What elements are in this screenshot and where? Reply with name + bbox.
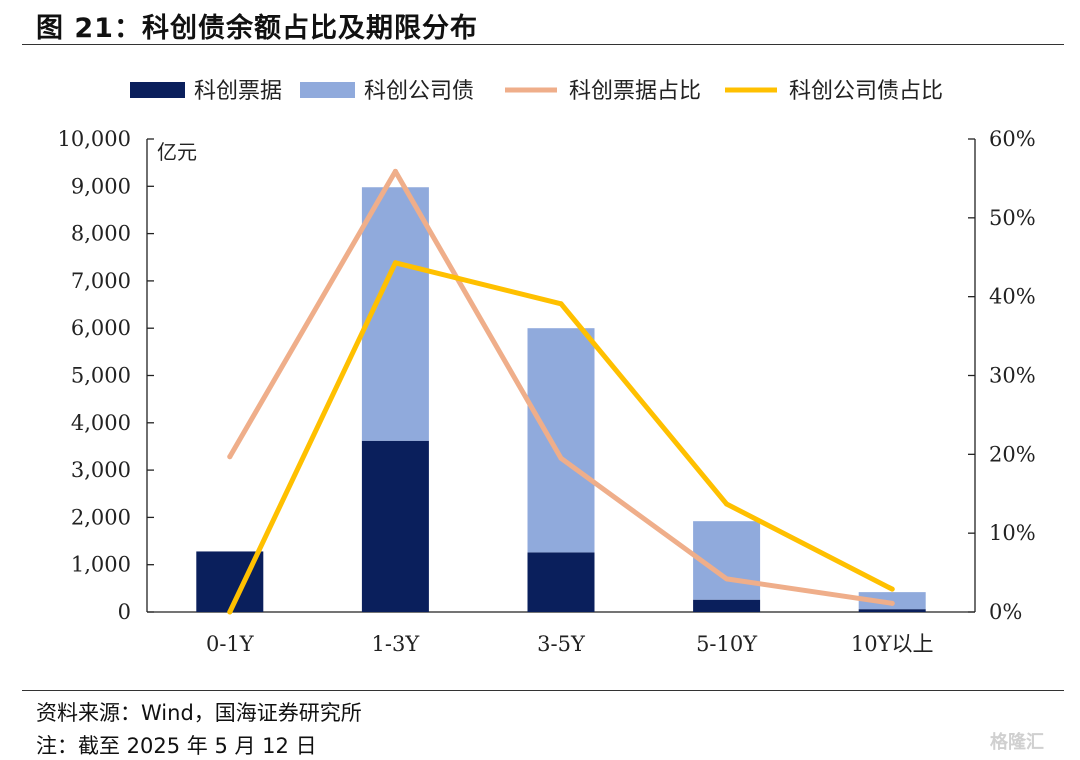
source-note: 资料来源：Wind，国海证券研究所 xyxy=(36,701,362,725)
series-point xyxy=(392,168,398,174)
y-tick-label-right: 40% xyxy=(989,285,1036,309)
y-tick-label-right: 50% xyxy=(989,206,1036,230)
legend-swatch xyxy=(300,82,355,98)
y-tick-label-left: 3,000 xyxy=(71,458,131,482)
watermark-logo: 格隆汇 xyxy=(990,732,1044,753)
chart: 科创票据 科创公司债 科创票据占比 科创公司债占比 0 1,000 2,000 3,000 4… xyxy=(58,79,1036,656)
series-point xyxy=(227,454,233,460)
y-tick-label-left: 6,000 xyxy=(71,316,131,340)
legend-label: 科创公司债 xyxy=(364,79,474,104)
date-note: 注：截至 2025 年 5 月 12 日 xyxy=(36,734,317,758)
x-tick-label: 10Y以上 xyxy=(851,632,934,656)
y-tick-label-left: 4,000 xyxy=(71,411,131,435)
y-tick-label-right: 0% xyxy=(989,600,1022,624)
series-point xyxy=(558,301,564,307)
x-tick-label: 3-5Y xyxy=(537,632,586,656)
y-tick-label-right: 10% xyxy=(989,521,1036,545)
legend-label: 科创票据 xyxy=(194,79,282,104)
x-tick-label: 1-3Y xyxy=(372,632,421,656)
source-rule xyxy=(22,690,1064,691)
bar-segment xyxy=(527,552,595,612)
y-tick-label-right: 60% xyxy=(989,127,1036,151)
y-tick-label-left: 0 xyxy=(118,600,131,624)
legend-label: 科创票据占比 xyxy=(569,79,701,104)
series-point xyxy=(724,576,730,582)
x-tick-label: 0-1Y xyxy=(206,632,255,656)
lines xyxy=(227,168,895,615)
y-tick-label-left: 2,000 xyxy=(71,505,131,529)
y-tick-label-right: 20% xyxy=(989,442,1036,466)
series-point xyxy=(392,260,398,266)
y-tick-label-left: 1,000 xyxy=(71,553,131,577)
figure-title: 图 21：科创债余额占比及期限分布 xyxy=(36,13,478,44)
bar-segment xyxy=(361,440,429,612)
y-tick-label-left: 9,000 xyxy=(71,174,131,198)
series-point xyxy=(227,609,233,615)
y-tick-label-left: 5,000 xyxy=(71,364,131,388)
series-point xyxy=(889,586,895,592)
x-tick-label: 5-10Y xyxy=(696,632,758,656)
title-rule xyxy=(22,44,1064,45)
legend-label: 科创公司债占比 xyxy=(789,79,943,104)
y-tick-label-left: 10,000 xyxy=(58,127,131,151)
series-point xyxy=(558,455,564,461)
y-tick-label-left: 8,000 xyxy=(71,222,131,246)
y-tick-label-right: 30% xyxy=(989,364,1036,388)
legend-swatch xyxy=(130,82,185,98)
series-point xyxy=(889,600,895,606)
y-tick-label-left: 7,000 xyxy=(71,269,131,293)
bar-segment xyxy=(527,328,595,553)
bar-segment xyxy=(858,609,926,612)
legend: 科创票据 科创公司债 科创票据占比 科创公司债占比 xyxy=(130,79,943,104)
bar-segment xyxy=(693,599,761,612)
y-axis-unit-label: 亿元 xyxy=(157,140,197,164)
axes: 0 1,000 2,000 3,000 4,000 5,000 6,000 7,000 8,00… xyxy=(58,127,1036,656)
bar-segment xyxy=(858,592,926,610)
series-point xyxy=(724,501,730,507)
